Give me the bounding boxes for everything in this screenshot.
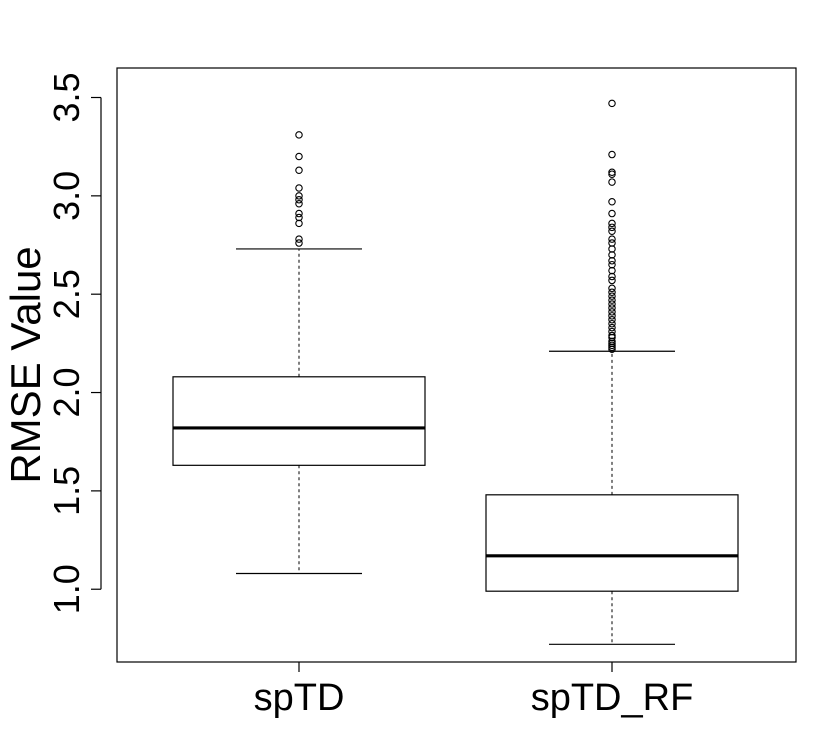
outlier-point — [608, 288, 616, 296]
outlier-point — [608, 239, 616, 247]
outlier-point — [608, 219, 616, 228]
outlier-point — [608, 209, 616, 218]
y-tick-label: 3.0 — [46, 171, 87, 221]
iqr-box — [172, 376, 426, 466]
outlier-point — [608, 223, 616, 232]
outlier-point — [608, 323, 616, 332]
outlier-point — [295, 184, 303, 192]
outlier-point — [295, 166, 303, 175]
outlier-point — [608, 308, 616, 316]
outlier-point — [608, 276, 616, 285]
y-tick-label: 1.0 — [46, 564, 87, 614]
x-axis: spTD spTD_RF — [254, 662, 694, 719]
y-tick-label: 1.5 — [46, 466, 87, 516]
outlier-point — [295, 152, 303, 161]
outlier-point — [608, 304, 616, 312]
outlier-point — [295, 209, 303, 218]
outlier-point — [608, 331, 616, 340]
y-axis-label: RMSE Value — [2, 246, 49, 483]
outlier-point — [608, 197, 616, 206]
outlier-point — [608, 341, 616, 350]
outlier-point — [608, 327, 616, 336]
outlier-point — [608, 312, 616, 320]
outlier-point — [295, 131, 303, 139]
y-tick-label: 2.5 — [46, 269, 87, 319]
outlier-point — [295, 192, 303, 200]
outlier-point — [608, 170, 616, 178]
outlier-point — [608, 284, 616, 293]
outlier-point — [608, 227, 616, 236]
outlier-point — [608, 300, 616, 308]
outlier-point — [608, 316, 616, 324]
outlier-point — [608, 292, 616, 300]
outlier-point — [608, 319, 616, 328]
y-tick-label: 3.5 — [46, 72, 87, 122]
outlier-point — [295, 213, 303, 222]
outlier-point — [608, 150, 616, 159]
box-spTD — [172, 131, 426, 575]
outlier-point — [608, 168, 616, 176]
outlier-point — [295, 235, 303, 243]
boxes-layer — [172, 99, 739, 645]
outlier-point — [295, 199, 303, 208]
outlier-point — [608, 235, 616, 243]
box-spTD_RF — [485, 99, 739, 645]
outlier-point — [608, 178, 616, 186]
outlier-point — [608, 99, 616, 108]
x-tick-label: spTD — [254, 677, 345, 719]
x-tick-label: spTD_RF — [531, 677, 694, 719]
y-tick-label: 2.0 — [46, 368, 87, 418]
plot-frame — [116, 67, 797, 663]
outlier-point — [295, 239, 303, 247]
iqr-box — [485, 494, 739, 592]
y-axis: 1.0 1.5 2.0 2.5 3.0 3.5 — [46, 72, 102, 614]
outlier-point — [608, 296, 616, 304]
outlier-point — [608, 260, 616, 269]
outlier-point — [295, 196, 303, 204]
